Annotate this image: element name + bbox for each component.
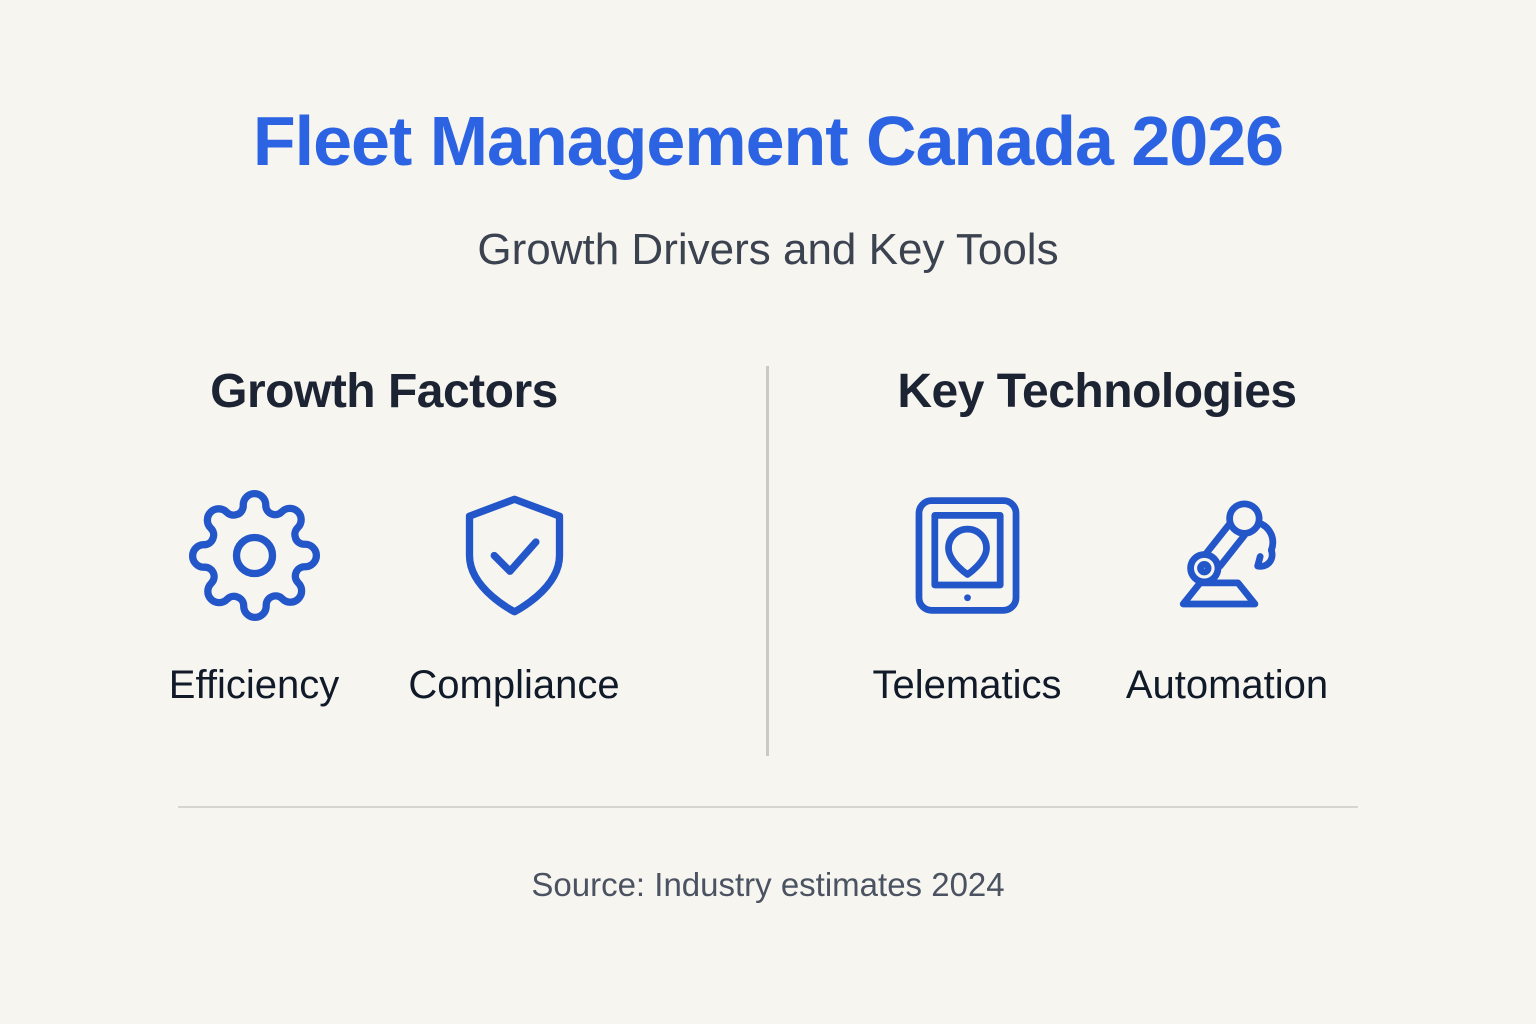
page-title: Fleet Management Canada 2026 [252, 102, 1284, 180]
vertical-divider [766, 366, 769, 756]
item-label-telematics: Telematics [872, 663, 1062, 707]
horizontal-divider [178, 806, 1358, 808]
source-note: Source: Industry estimates 2024 [531, 866, 1005, 903]
page-subtitle: Growth Drivers and Key Tools [477, 225, 1059, 274]
column-heading-key-technologies: Key Technologies [897, 365, 1297, 418]
column-heading-growth-factors: Growth Factors [210, 365, 558, 418]
robot-arm-icon [1160, 488, 1295, 623]
item-label-compliance: Compliance [408, 663, 620, 707]
item-compliance: Compliance [399, 488, 629, 705]
shield-check-icon [447, 488, 582, 623]
columns-section: Growth Factors Efficiency [0, 365, 1536, 756]
item-automation: Automation [1112, 488, 1342, 705]
tablet-location-icon [900, 488, 1035, 623]
item-efficiency: Efficiency [139, 488, 369, 705]
item-telematics: Telematics [852, 488, 1082, 705]
column-key-technologies: Key Technologies Telematics [713, 365, 1481, 706]
column-growth-factors: Growth Factors Efficiency [0, 365, 768, 706]
item-label-efficiency: Efficiency [168, 663, 340, 707]
item-label-automation: Automation [1125, 663, 1329, 707]
growth-factors-items: Efficiency Compliance [139, 488, 629, 705]
gear-icon [187, 488, 322, 623]
key-technologies-items: Telematics [852, 488, 1342, 705]
